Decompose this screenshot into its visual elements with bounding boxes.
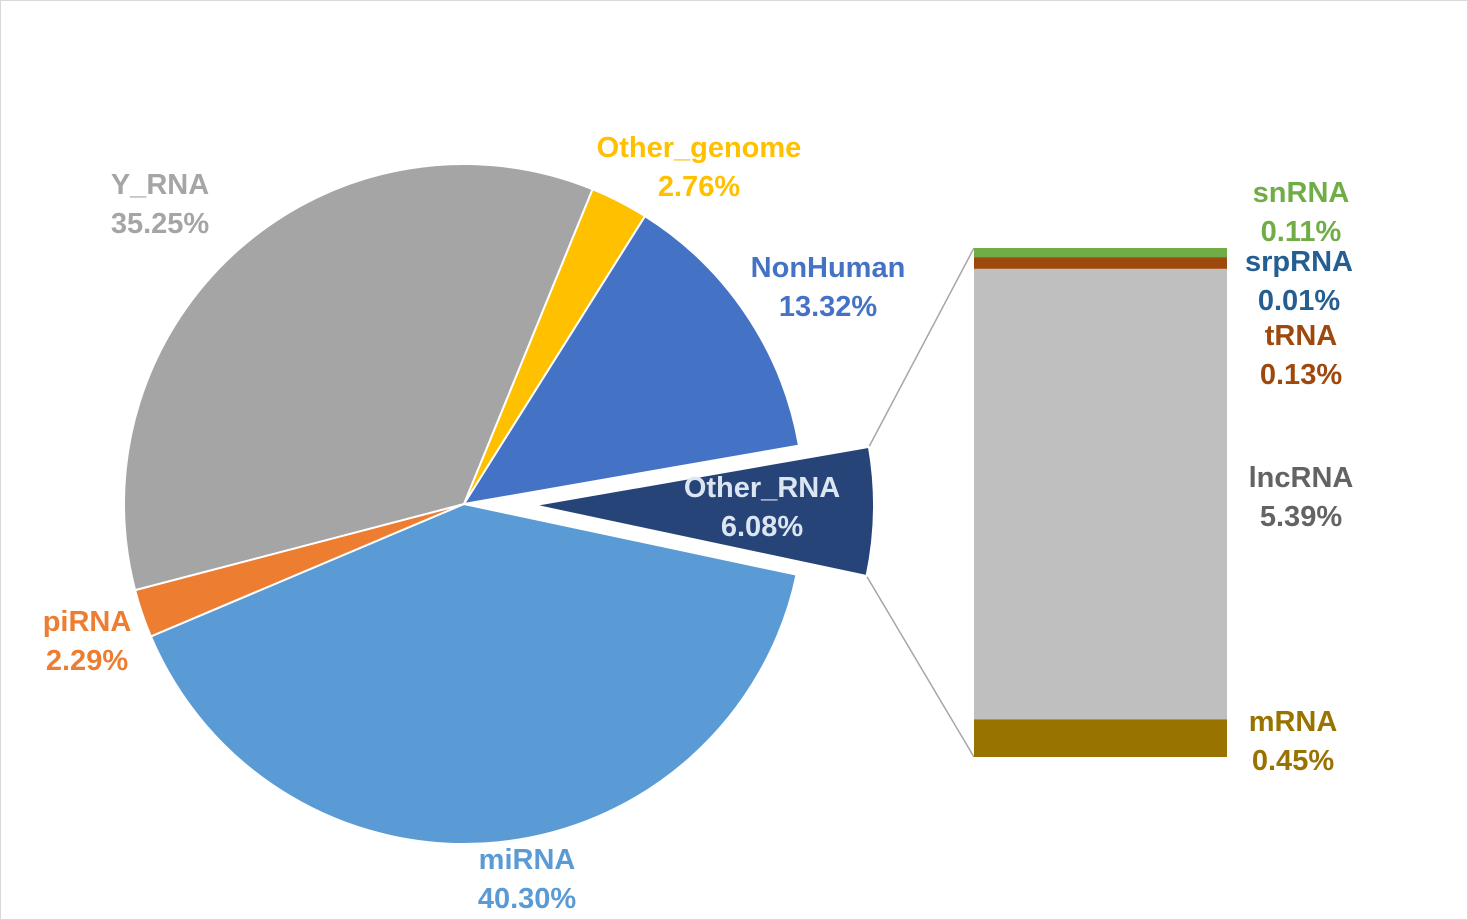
- bar-value-label-srprna: 0.01%: [1258, 285, 1340, 317]
- stacked-bar: [974, 248, 1227, 757]
- pie-slice-y-rna: [123, 163, 594, 592]
- connector-line-top: [868, 247, 975, 448]
- pie-slice-nonhuman: [463, 215, 800, 505]
- pie-name-label-y-rna: Y_RNA: [111, 169, 209, 201]
- pie-value-label-mirna: 40.30%: [478, 883, 577, 915]
- bar-value-label-lncrna: 5.39%: [1260, 501, 1342, 533]
- connector-lines: [865, 247, 975, 758]
- pie-name-label-other-genome: Other_genome: [597, 132, 802, 164]
- pie-slice-mirna: [149, 503, 798, 845]
- bar-value-label-trna: 0.13%: [1260, 359, 1342, 391]
- bar-name-label-mrna: mRNA: [1249, 706, 1338, 738]
- bar-name-label-srprna: srpRNA: [1245, 246, 1353, 278]
- pie-name-label-nonhuman: NonHuman: [751, 252, 906, 284]
- pie-slice-other-rna: [532, 445, 875, 577]
- pie-value-label-other-rna: 6.08%: [721, 511, 803, 543]
- bar-name-label-lncrna: lncRNA: [1249, 462, 1354, 494]
- pie-value-label-nonhuman: 13.32%: [779, 291, 878, 323]
- bar-name-label-snrna: snRNA: [1253, 177, 1350, 209]
- connector-line-bottom: [865, 575, 975, 758]
- pie-name-label-pirna: piRNA: [43, 606, 132, 638]
- bar-segment-mrna: [974, 719, 1227, 757]
- pie-name-label-other-rna: Other_RNA: [684, 472, 840, 504]
- pie-name-label-mirna: miRNA: [479, 844, 576, 876]
- bar-segment-snrna: [974, 248, 1227, 258]
- bar-value-label-mrna: 0.45%: [1252, 745, 1334, 777]
- bar-segment-lncrna: [974, 268, 1227, 720]
- pie-value-label-pirna: 2.29%: [46, 645, 128, 677]
- bar-segment-trna: [974, 258, 1227, 269]
- bar-segment-srprna: [974, 257, 1227, 259]
- pie-value-label-other-genome: 2.76%: [658, 171, 740, 203]
- bar-value-label-snrna: 0.11%: [1261, 216, 1342, 248]
- data-labels: miRNA 40.30% piRNA 2.29% Y_RNA 35.25% Other_ge…: [43, 132, 1354, 915]
- pie-value-label-y-rna: 35.25%: [111, 208, 210, 240]
- bar-name-label-trna: tRNA: [1265, 320, 1338, 352]
- pie: [123, 163, 875, 845]
